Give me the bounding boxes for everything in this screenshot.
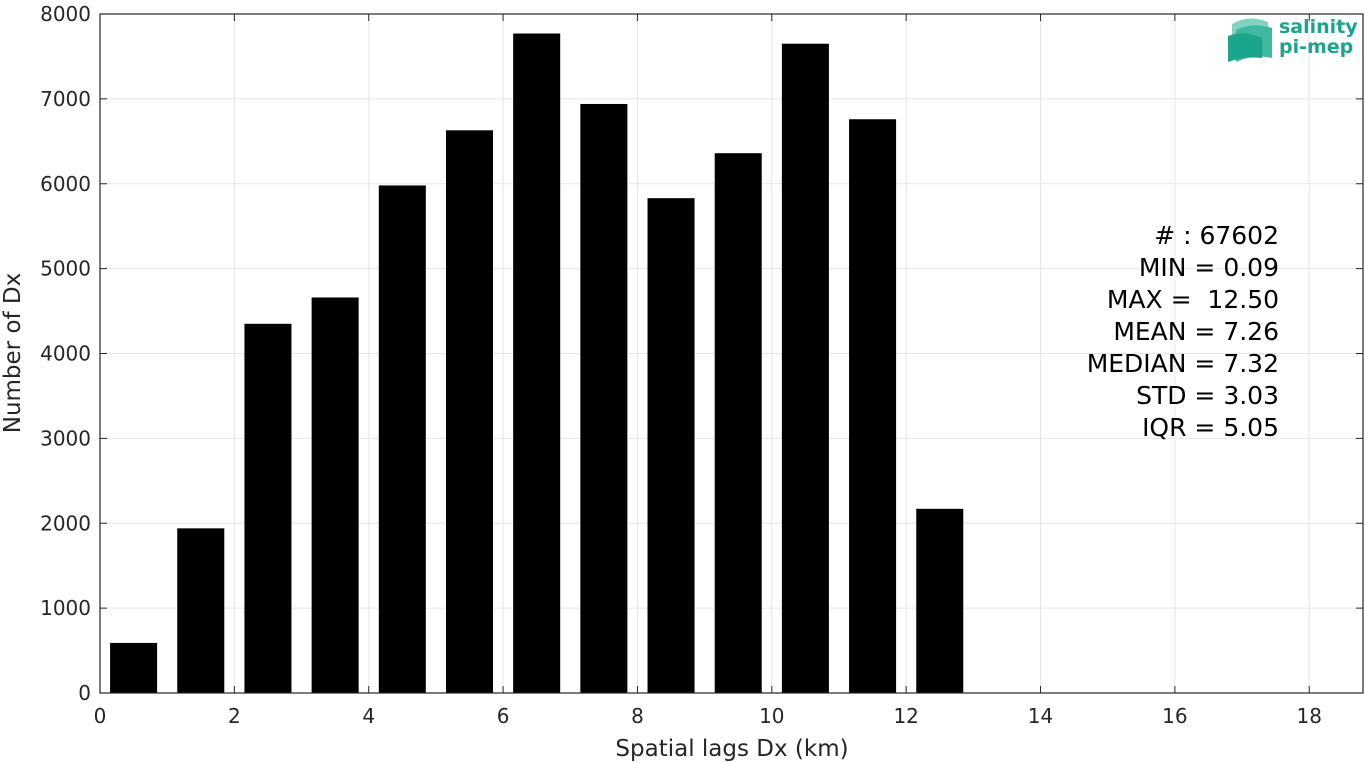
histogram-bar	[445, 130, 494, 693]
y-tick-label: 0	[78, 681, 91, 705]
histogram-bar	[110, 642, 158, 693]
bars-group	[110, 33, 964, 694]
stat-line: # : 67602	[1154, 221, 1279, 250]
stat-line: MAX = 12.50	[1107, 285, 1279, 314]
salinity-pi-mep-logo: salinity pi-mep	[1228, 16, 1358, 62]
x-tick-label: 16	[1162, 704, 1187, 728]
stats-annotation: # : 67602 MIN = 0.09 MAX = 12.50 MEAN = 7.2…	[1087, 221, 1279, 442]
x-tick-label: 2	[228, 704, 241, 728]
x-tick-label: 14	[1028, 704, 1053, 728]
x-tick-label: 12	[893, 704, 918, 728]
histogram-bar	[916, 508, 964, 693]
y-tick-label: 7000	[40, 87, 91, 111]
y-tick-label: 5000	[40, 257, 91, 281]
histogram-bar	[714, 153, 762, 693]
histogram-bar	[244, 323, 292, 693]
x-tick-label: 8	[631, 704, 644, 728]
histogram-bar	[781, 43, 829, 694]
logo-line1: salinity	[1279, 16, 1358, 38]
y-tick-label: 4000	[40, 342, 91, 366]
histogram-bar	[311, 297, 359, 693]
x-tick-label: 18	[1297, 704, 1322, 728]
x-tick-label: 4	[362, 704, 375, 728]
y-tick-label: 1000	[40, 596, 91, 620]
histogram-bar	[378, 185, 426, 693]
stat-line: MIN = 0.09	[1139, 253, 1279, 282]
x-axis-ticks: 0 2 4 6 8 10 12 14 16 18	[94, 14, 1322, 728]
histogram-bar	[513, 33, 561, 694]
y-tick-label: 2000	[40, 511, 91, 535]
histogram-bar	[647, 198, 695, 693]
y-tick-label: 8000	[40, 2, 91, 26]
histogram-bar	[849, 119, 897, 694]
histogram-bar	[177, 528, 225, 693]
stat-line: STD = 3.03	[1136, 381, 1279, 410]
stat-line: IQR = 5.05	[1142, 413, 1279, 442]
logo-line2: pi-mep	[1279, 36, 1353, 58]
y-axis-label: Number of Dx	[0, 273, 26, 434]
logo-waves-icon	[1228, 18, 1272, 62]
x-tick-label: 6	[497, 704, 510, 728]
y-tick-label: 3000	[40, 426, 91, 450]
y-tick-label: 6000	[40, 172, 91, 196]
x-tick-label: 10	[759, 704, 784, 728]
histogram-bar	[580, 103, 628, 693]
stat-line: MEAN = 7.26	[1113, 317, 1279, 346]
x-axis-label: Spatial lags Dx (km)	[615, 736, 848, 762]
stat-line: MEDIAN = 7.32	[1087, 349, 1279, 378]
y-axis-ticks: 0 1000 2000 3000 4000 5000 6000 7000 8000	[40, 2, 1363, 705]
x-tick-label: 0	[94, 704, 107, 728]
